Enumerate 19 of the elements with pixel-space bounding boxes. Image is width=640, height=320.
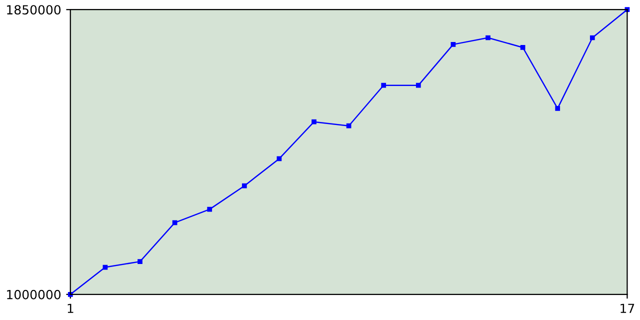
point [242, 183, 247, 188]
y-tick-label: 1850000 [7, 5, 61, 15]
x-tick-label: 17 [620, 304, 634, 313]
point [555, 106, 560, 111]
point [486, 35, 490, 40]
x-tick-label: 1 [68, 304, 74, 313]
point [590, 35, 595, 40]
point [346, 123, 352, 128]
point [276, 156, 282, 162]
point [450, 42, 456, 47]
point [102, 264, 108, 270]
point [207, 206, 212, 212]
point [172, 220, 178, 226]
point [520, 45, 526, 50]
point [381, 82, 386, 88]
point [416, 82, 421, 88]
point [312, 119, 316, 124]
y-tick-label: 1000000 [7, 290, 61, 300]
point [138, 259, 142, 264]
